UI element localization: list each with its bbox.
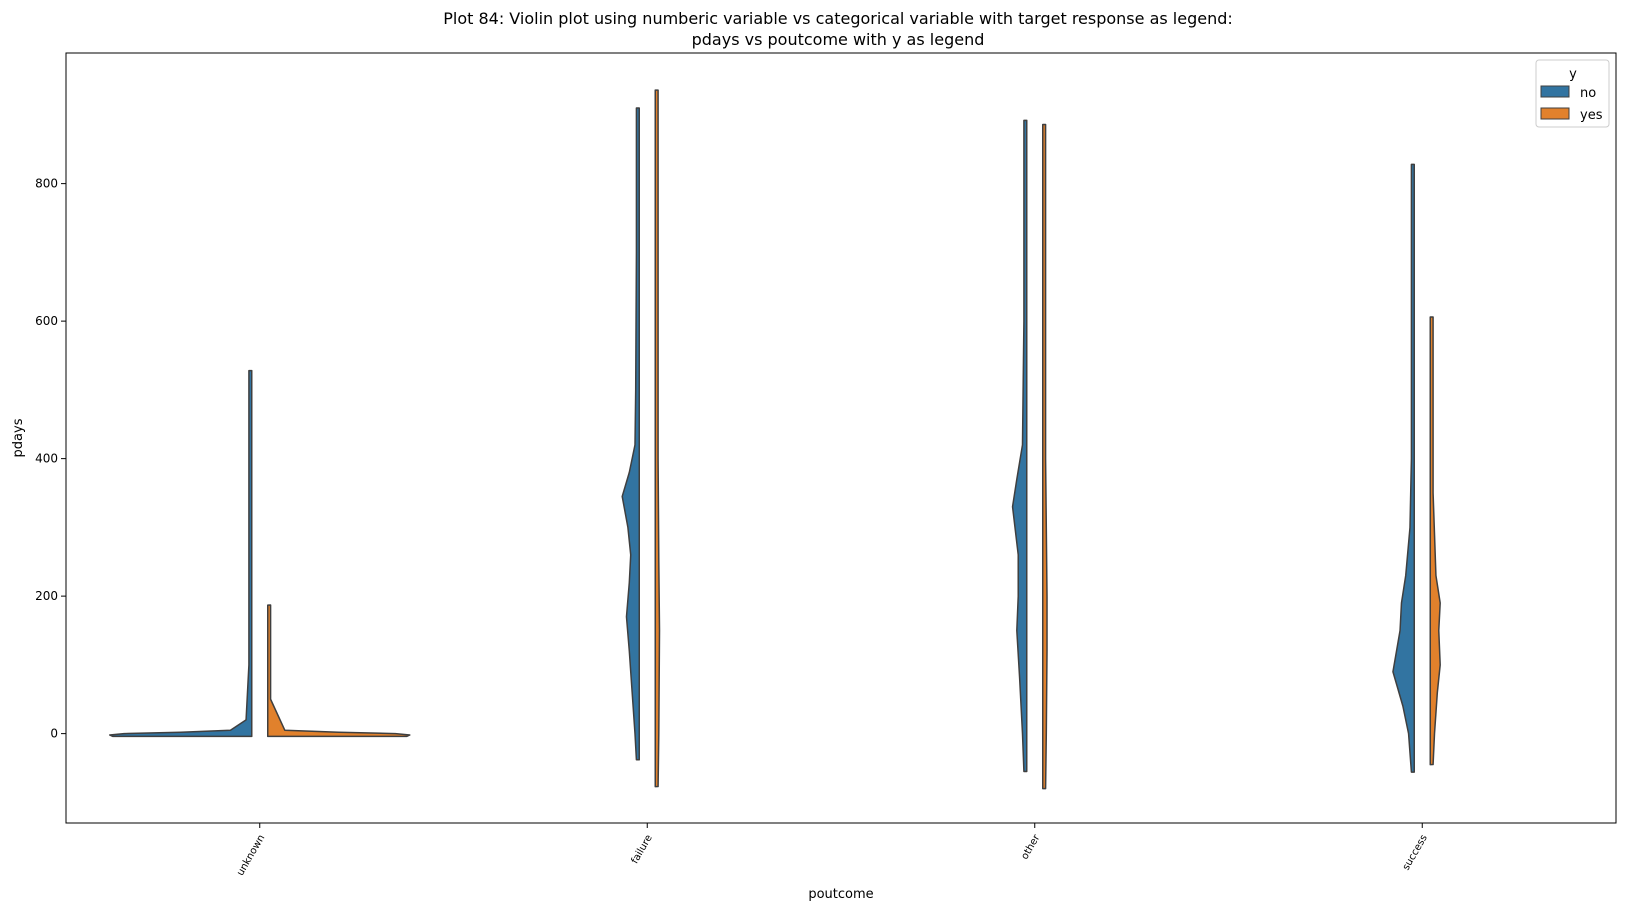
violin-yes-unknown: [267, 604, 411, 738]
violin-no-failure: [621, 107, 640, 761]
x-tick-label-success: success: [1401, 833, 1430, 872]
y-tick-label: 800: [35, 177, 58, 191]
violin-yes-success: [1429, 316, 1441, 766]
x-tick-label-failure: failure: [630, 833, 655, 866]
violin-yes-failure: [654, 89, 661, 788]
x-tick-label-unknown: unknown: [235, 833, 267, 878]
x-tick-label-other: other: [1020, 832, 1043, 861]
legend-title: y: [1569, 67, 1577, 82]
x-axis: unknown failure other success: [235, 823, 1430, 878]
legend: y no yes: [1535, 59, 1610, 128]
plot-frame: [65, 52, 1617, 824]
y-axis-label: pdays: [11, 418, 26, 457]
violin-no-unknown: [109, 369, 253, 738]
chart-title-line-2: pdays vs poutcome with y as legend: [692, 30, 985, 49]
y-axis: 0 200 400 600 800: [35, 177, 66, 741]
legend-swatch-no: [1540, 85, 1570, 98]
violin-yes-other: [1042, 123, 1048, 790]
chart-title-line-1: Plot 84: Violin plot using numberic vari…: [443, 9, 1233, 28]
y-tick-label: 600: [35, 314, 58, 328]
y-tick-label: 400: [35, 452, 58, 466]
violin-no-other: [1011, 119, 1028, 773]
legend-label-yes: yes: [1580, 108, 1603, 123]
legend-label-no: no: [1580, 86, 1596, 101]
violin-no-success: [1392, 163, 1415, 773]
y-tick-label: 0: [50, 727, 58, 741]
plot-area: [109, 89, 1441, 790]
legend-swatch-yes: [1540, 107, 1570, 120]
x-axis-label: poutcome: [808, 887, 873, 902]
y-tick-label: 200: [35, 589, 58, 603]
